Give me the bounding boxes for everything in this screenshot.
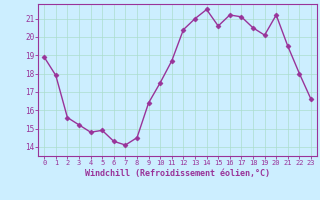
X-axis label: Windchill (Refroidissement éolien,°C): Windchill (Refroidissement éolien,°C) (85, 169, 270, 178)
